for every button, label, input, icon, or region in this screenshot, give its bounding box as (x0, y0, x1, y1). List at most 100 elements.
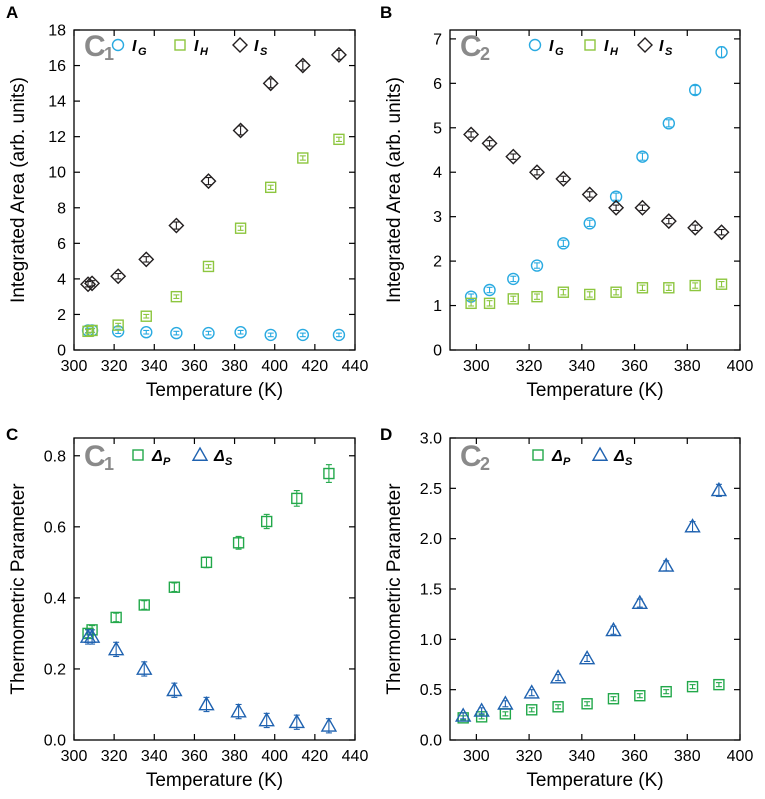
legend-sub-s: S (665, 46, 673, 58)
data-point (234, 326, 247, 339)
data-point (86, 324, 98, 337)
x-tick-label: 420 (302, 358, 329, 375)
legend-marker-s (191, 446, 209, 461)
data-point (523, 684, 540, 699)
x-tick-label: 300 (61, 748, 88, 765)
series-s (463, 126, 730, 241)
panel-d: D 300 320 340 360 380 400 0.0 0.5 1.0 1.5 2.0 2.5 3.0… (380, 425, 753, 791)
data-point (473, 702, 490, 717)
data-point (264, 328, 277, 342)
legend-marker-s (591, 446, 609, 461)
y-tick-label: 6 (57, 236, 66, 253)
y-tick-label: 3.0 (420, 431, 442, 448)
y-axis-title: Thermometric Parameter (8, 483, 29, 695)
data-point (294, 57, 311, 74)
legend-marker-s (232, 37, 248, 53)
data-point (497, 695, 514, 710)
data-point (687, 219, 704, 236)
legend-label-g: I (549, 38, 554, 55)
x-tick-label: 340 (568, 748, 595, 765)
legend-label-p: Δ (551, 448, 563, 465)
data-point (232, 122, 249, 139)
legend-sub-h: H (610, 46, 619, 58)
x-tick-label: 360 (621, 748, 648, 765)
y-tick-label: 1 (433, 298, 442, 315)
y-tick-label: 2.0 (420, 531, 442, 548)
y-tick-label: 4 (57, 271, 66, 288)
series-g (81, 324, 346, 342)
legend-sub-g: G (138, 46, 147, 58)
legend-sub-s: S (225, 456, 233, 468)
data-point (107, 640, 125, 656)
data-point (170, 326, 183, 340)
data-point (140, 326, 153, 339)
data-point (296, 328, 310, 342)
sample-tag-sub: 2 (480, 454, 490, 474)
x-axis-title: Temperature (K) (526, 380, 663, 401)
data-point (234, 222, 247, 234)
data-point (232, 537, 245, 549)
data-point (110, 268, 127, 285)
data-point (634, 199, 651, 216)
data-point (260, 515, 273, 528)
data-point (684, 518, 701, 533)
legend-label-s: I (254, 38, 259, 55)
data-point (262, 75, 279, 92)
x-tick-label: 360 (181, 358, 208, 375)
panel-c: C 300 320 340 360 380 400 420 440 0.0 0.2 0.4 0.6 0.8… (6, 425, 368, 791)
data-point (549, 669, 567, 684)
y-tick-label: 1.5 (420, 582, 442, 599)
data-point (138, 599, 150, 611)
data-point (584, 288, 596, 301)
x-tick-label: 320 (101, 748, 128, 765)
x-tick-label: 380 (674, 358, 701, 375)
x-tick-label: 380 (221, 748, 248, 765)
sample-tag-sub: 1 (104, 44, 114, 64)
data-point (552, 701, 564, 713)
sample-tag: C (460, 30, 482, 63)
data-point (636, 282, 649, 294)
data-point (526, 704, 538, 716)
y-tick-label: 5 (433, 120, 442, 137)
panel-b: B 300 320 340 360 380 400 0 1 2 3 4 5 6 7 Temperature (… (380, 3, 753, 401)
data-point (609, 190, 623, 203)
sample-tag: C (460, 440, 482, 473)
data-point (454, 707, 472, 722)
series-p (457, 678, 725, 724)
panel-letter-c: C (6, 425, 18, 444)
y-tick-label: 6 (433, 76, 442, 93)
sample-tag-sub: 2 (480, 44, 490, 64)
data-point (663, 282, 675, 294)
data-point (636, 150, 649, 163)
data-point (555, 170, 572, 187)
x-tick-label: 300 (463, 358, 490, 375)
y-tick-label: 0.5 (420, 682, 442, 699)
plot-frame (449, 437, 741, 741)
legend-marker-p (132, 449, 144, 461)
data-point (483, 283, 496, 297)
data-point (166, 681, 183, 697)
legend-sub-p: P (163, 456, 171, 468)
x-axis-title: Temperature (K) (526, 770, 663, 791)
y-tick-label: 1.0 (420, 632, 442, 649)
data-point (140, 310, 152, 322)
plot-frame (73, 437, 356, 741)
data-point (610, 286, 622, 298)
data-point (605, 621, 622, 637)
data-point (200, 556, 213, 569)
data-point (333, 133, 345, 146)
plot-frame (73, 29, 356, 351)
series-h (465, 278, 728, 310)
x-axis-title: Temperature (K) (146, 770, 283, 791)
data-point (320, 717, 338, 732)
y-tick-label: 16 (48, 58, 66, 75)
y-tick-label: 0 (57, 343, 66, 360)
data-point (530, 259, 544, 272)
legend-marker-p (532, 449, 544, 461)
x-tick-label: 420 (302, 748, 329, 765)
data-point (529, 164, 545, 181)
x-tick-label: 380 (221, 358, 248, 375)
y-tick-label: 3 (433, 209, 442, 226)
data-point (715, 46, 728, 59)
